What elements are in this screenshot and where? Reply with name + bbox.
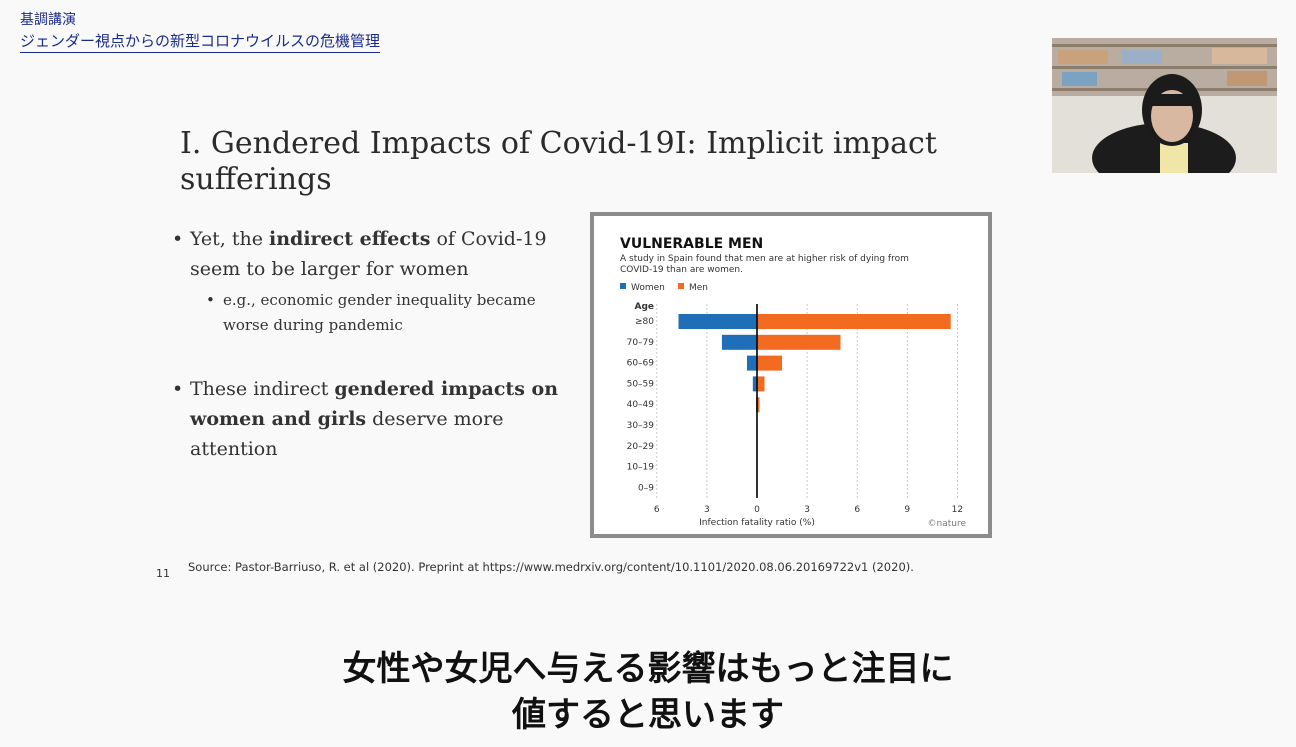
chart-subtitle-line-2: COVID-19 than are women.: [620, 265, 743, 275]
bar-women: [746, 355, 757, 371]
x-axis-label: Infection fatality ratio (%): [699, 518, 815, 528]
x-tick-label: 3: [804, 505, 810, 515]
emphasis-text: gendered impacts on women and girls: [190, 378, 559, 430]
speaker-video-image: [1052, 38, 1277, 173]
bar-women: [721, 334, 757, 350]
caption-subtitle: 女性や女児へ与える影響はもっと注目に 値すると思います: [0, 646, 1296, 738]
bar-men: [757, 397, 760, 413]
speaker-video: [1052, 38, 1277, 173]
legend-swatch-women: [620, 283, 626, 289]
x-tick-label: 0: [754, 505, 760, 515]
x-tick-label: 12: [952, 505, 963, 515]
y-tick-label: 40–49: [627, 400, 655, 410]
header: 基調講演 ジェンダー視点からの新型コロナウイルスの危機管理: [20, 10, 381, 53]
bullet-list: • Yet, the indirect effects of Covid-19 …: [172, 224, 567, 464]
chart-credit: ©nature: [928, 519, 967, 529]
emphasis-text: indirect effects: [269, 228, 431, 250]
legend-label-women: Women: [631, 283, 665, 293]
bullet-item: • These indirect gendered impacts on wom…: [172, 374, 567, 464]
sub-bullet-item: • e.g., economic gender inequality becam…: [206, 288, 567, 338]
caption-line-2: 値すると思います: [512, 695, 784, 735]
chart-subtitle-line-1: A study in Spain found that men are at h…: [620, 254, 909, 264]
page-number: 11: [156, 567, 170, 580]
category-axis-label: Age: [634, 302, 654, 312]
session-title-link[interactable]: ジェンダー視点からの新型コロナウイルスの危機管理: [20, 30, 381, 53]
bar-men: [757, 314, 951, 329]
y-tick-label: ≥80: [635, 317, 654, 327]
bar-women: [678, 314, 757, 329]
bullet-dot: •: [206, 291, 215, 309]
legend-swatch-men: [678, 283, 684, 289]
keynote-label: 基調講演: [20, 12, 76, 28]
x-tick-label: 3: [704, 505, 710, 515]
x-tick-label: 6: [854, 505, 860, 515]
bullet-item: • Yet, the indirect effects of Covid-19 …: [172, 224, 567, 284]
source-citation: Source: Pastor-Barriuso, R. et al (2020)…: [188, 560, 914, 574]
bullet-dot: •: [172, 228, 184, 250]
bullet-dot: •: [172, 378, 184, 400]
x-tick-label: 9: [904, 505, 910, 515]
fatality-ratio-chart: VULNERABLE MEN A study in Spain found tha…: [620, 236, 967, 529]
y-tick-label: 30–39: [627, 421, 655, 431]
caption-line-1: 女性や女児へ与える影響はもっと注目に: [342, 649, 954, 689]
legend-label-men: Men: [689, 283, 708, 293]
bar-men: [757, 334, 841, 350]
chart-title: VULNERABLE MEN: [620, 236, 763, 252]
y-tick-label: 50–59: [627, 379, 655, 389]
bar-men: [757, 376, 765, 392]
x-tick-label: 6: [654, 505, 660, 515]
y-tick-label: 0–9: [638, 483, 654, 493]
y-tick-label: 70–79: [627, 338, 655, 348]
y-tick-label: 20–29: [627, 442, 655, 452]
chart-frame: VULNERABLE MEN A study in Spain found tha…: [590, 212, 992, 538]
bar-men: [757, 355, 783, 371]
y-tick-label: 10–19: [627, 463, 655, 473]
bar-women: [752, 376, 757, 392]
slide-title: I. Gendered Impacts of Covid-19I: Implic…: [180, 126, 937, 197]
y-tick-label: 60–69: [627, 359, 655, 369]
